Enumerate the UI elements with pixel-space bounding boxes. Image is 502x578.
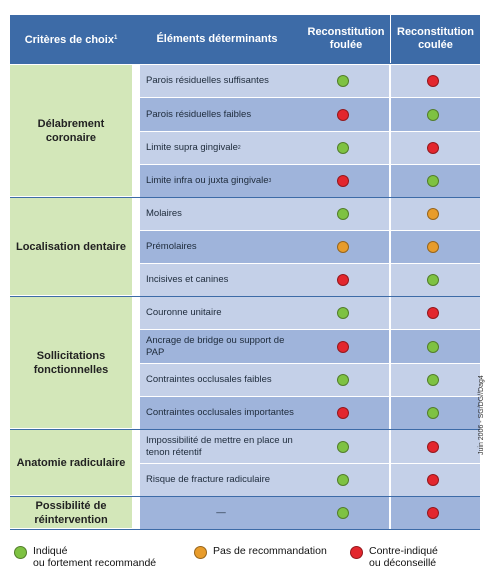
status-dot-foulee <box>337 108 349 121</box>
status-dot-foulee <box>337 241 349 253</box>
category-label: Possibilité de réintervention <box>34 499 108 526</box>
legend-label: Contre-indiqué ou déconseillé <box>369 545 438 569</box>
category-gap <box>132 297 140 430</box>
status-dot-coulee <box>427 340 439 353</box>
element-label: Couronne unitaire <box>146 307 222 318</box>
header-coulee: Reconstitution coulée <box>391 15 480 63</box>
status-dot-foulee <box>337 142 349 154</box>
category-label: Sollicitations fonctionnelles <box>33 349 109 376</box>
table-row-element: Limite infra ou juxta gingivale 3 <box>140 165 302 197</box>
element-label: Parois résiduelles faibles <box>146 108 252 120</box>
table-row-element: Contraintes occlusales faibles <box>140 364 302 396</box>
status-dot-foulee <box>337 440 349 453</box>
group-separator <box>10 197 480 198</box>
category-label: Localisation dentaire <box>15 240 127 253</box>
category-cell: Possibilité de réintervention <box>10 497 132 528</box>
status-dot-coulee <box>427 440 439 453</box>
legend-dot-icon <box>350 546 363 559</box>
status-dot-foulee <box>337 507 349 519</box>
header-criteria: Critères de choix1 <box>10 15 132 63</box>
element-label: Limite infra ou juxta gingivale <box>146 175 269 186</box>
header-foulee: Reconstitution foulée <box>302 15 390 63</box>
status-dot-coulee <box>427 274 439 286</box>
status-dot-coulee <box>427 175 439 187</box>
status-dot-coulee <box>427 407 439 419</box>
category-gap <box>132 198 140 297</box>
category-cell: Anatomie radiculaire <box>10 430 132 495</box>
element-label: Impossibilité de mettre en place un teno… <box>146 434 293 458</box>
element-footnote: 3 <box>268 178 272 184</box>
status-dot-foulee <box>337 75 349 87</box>
status-dot-coulee <box>427 108 439 121</box>
category-gap <box>132 497 140 530</box>
status-dot-coulee <box>427 474 439 486</box>
status-dot-coulee <box>427 507 439 519</box>
category-label: Délabrement coronaire <box>37 117 105 144</box>
table-row-element: Couronne unitaire <box>140 297 302 329</box>
status-dot-foulee <box>337 374 349 386</box>
table-row-element: Contraintes occlusales importantes <box>140 397 302 429</box>
table-row-element: Impossibilité de mettre en place un teno… <box>140 430 302 463</box>
category-gap <box>132 65 140 198</box>
category-label: Anatomie radiculaire <box>16 456 126 469</box>
group-separator <box>10 496 480 497</box>
status-dot-coulee <box>427 241 439 253</box>
legend-item: Indiqué ou fortement recommandé <box>14 545 156 569</box>
status-dot-foulee <box>337 407 349 419</box>
table-row-element: Ancrage de bridge ou support de PAP <box>140 330 302 363</box>
table-row-element: Parois résiduelles suffisantes <box>140 65 302 97</box>
element-label: Ancrage de bridge ou support de PAP <box>146 334 285 358</box>
element-label: — <box>216 507 226 518</box>
table-row-element: Prémolaires <box>140 231 302 263</box>
status-dot-foulee <box>337 474 349 486</box>
status-dot-foulee <box>337 307 349 319</box>
legend-dot-icon <box>194 546 207 559</box>
status-dot-coulee <box>427 307 439 319</box>
element-label: Incisives et canines <box>146 274 229 285</box>
element-label: Contraintes occlusales faibles <box>146 374 272 385</box>
element-label: Limite supra gingivale <box>146 142 238 153</box>
element-label: Molaires <box>146 208 182 219</box>
category-cell: Délabrement coronaire <box>10 65 132 196</box>
header-elements: Éléments déterminants <box>132 15 302 63</box>
table-row-element: Molaires <box>140 198 302 230</box>
table-row-element: — <box>140 497 302 529</box>
status-dot-coulee <box>427 374 439 386</box>
element-label: Contraintes occlusales importantes <box>146 407 294 418</box>
legend-label: Pas de recommandation <box>213 545 327 557</box>
status-dot-coulee <box>427 208 439 220</box>
group-separator <box>10 429 480 430</box>
table-row-element: Limite supra gingivale 2 <box>140 132 302 164</box>
status-dot-foulee <box>337 340 349 353</box>
legend-item: Pas de recommandation <box>194 545 327 559</box>
legend-dot-icon <box>14 546 27 559</box>
status-dot-coulee <box>427 75 439 87</box>
status-dot-foulee <box>337 274 349 286</box>
category-gap <box>132 430 140 497</box>
group-separator <box>10 296 480 297</box>
category-cell: Localisation dentaire <box>10 198 132 295</box>
legend-item: Contre-indiqué ou déconseillé <box>350 545 438 569</box>
status-dot-coulee <box>427 142 439 154</box>
status-dot-foulee <box>337 208 349 220</box>
category-cell: Sollicitations fonctionnelles <box>10 297 132 428</box>
status-dot-foulee <box>337 175 349 187</box>
table-row-element: Risque de fracture radiculaire <box>140 464 302 496</box>
table-row-element: Incisives et canines <box>140 264 302 296</box>
header-bottom-line <box>10 63 480 64</box>
legend-label: Indiqué ou fortement recommandé <box>33 545 157 569</box>
credit-text: Juin 2006 - SG/DG//Dag4 <box>478 375 485 455</box>
element-label: Risque de fracture radiculaire <box>146 474 271 485</box>
element-label: Prémolaires <box>146 241 197 252</box>
element-footnote: 2 <box>237 145 241 151</box>
table-row-element: Parois résiduelles faibles <box>140 98 302 131</box>
element-label: Parois résiduelles suffisantes <box>146 75 269 86</box>
group-separator <box>10 529 480 530</box>
